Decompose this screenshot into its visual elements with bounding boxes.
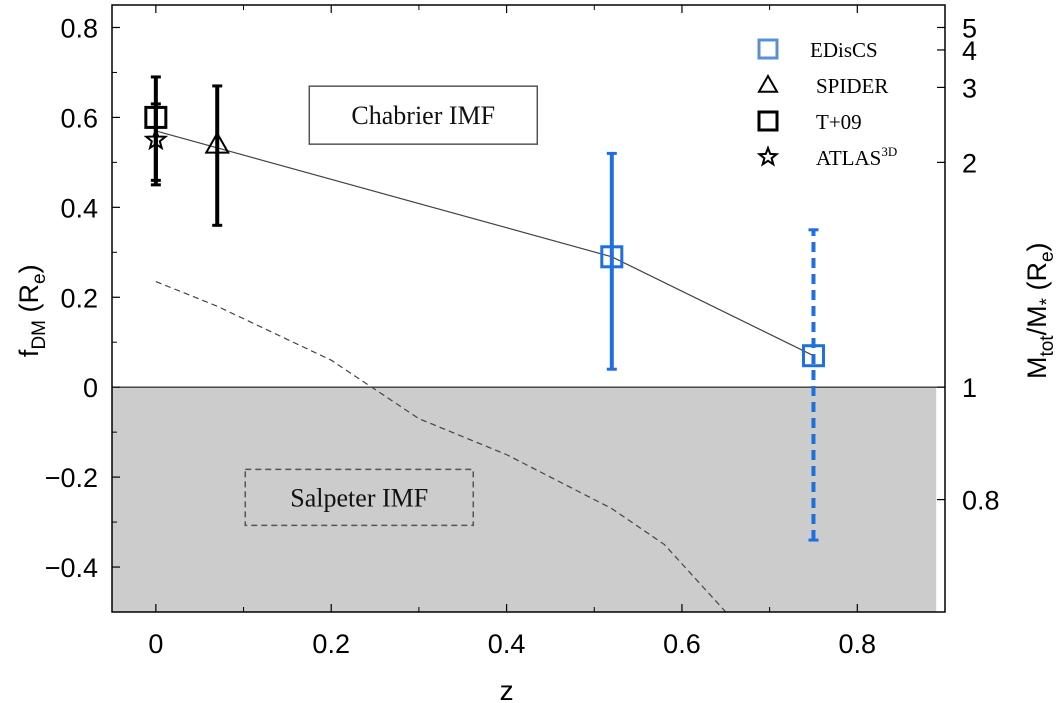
- y2-tick-label: 4: [962, 36, 977, 66]
- y2-axis-label: Mtot/M* (Re): [1022, 242, 1057, 379]
- point-ediscs-0: [600, 245, 624, 269]
- y-axis-label: fDM (Re): [14, 264, 50, 357]
- legend-label-atlas: ATLAS3D: [816, 144, 897, 170]
- legend-label-spider: SPIDER: [816, 74, 888, 98]
- legend-marker-atlas: [756, 145, 780, 167]
- legend-label-t-09: T+09: [816, 110, 862, 134]
- y-axis-label-suffix-sub: e: [29, 273, 50, 284]
- chabrier-imf-box: [308, 85, 539, 145]
- y-tick-label: 0.6: [60, 103, 98, 133]
- y-tick-label: 0.8: [60, 13, 98, 43]
- chabrier-model-line: [155, 130, 814, 357]
- salpeter-imf-label: Salpeter IMF: [290, 483, 428, 512]
- y2-axis-label-close: ): [1022, 242, 1052, 251]
- salpeter-model-line: [155, 280, 727, 613]
- x-axis-label: z: [500, 675, 514, 703]
- y2-tick-label: 5: [962, 13, 977, 43]
- y-axis-label-close: ): [14, 264, 44, 273]
- salpeter-imf-box: [244, 468, 475, 527]
- point-atlas-0: [143, 127, 169, 151]
- y2-axis-label-mid: /M: [1022, 305, 1052, 335]
- point-ediscs-1: [801, 344, 825, 368]
- y-tick-label: −0.4: [45, 553, 98, 583]
- y-tick-label: 0.2: [60, 283, 98, 313]
- x-tick-label: 0.6: [663, 629, 701, 659]
- y-axis-label-main: f: [14, 349, 44, 357]
- x-tick-label: 0.2: [312, 629, 350, 659]
- y2-tick-label: 1: [962, 373, 977, 403]
- plot-frame: [111, 4, 946, 613]
- y2-axis-label-suffix-sub: e: [1037, 251, 1057, 262]
- x-tick-label: 0: [148, 629, 163, 659]
- salpeter-shaded-region: [112, 387, 937, 612]
- y2-tick-label: 0.8: [962, 486, 1000, 516]
- y2-axis-label-suffix: (R: [1022, 262, 1052, 298]
- y-tick-label: 0.4: [60, 193, 98, 223]
- y2-tick-label: 3: [962, 73, 977, 103]
- legend-marker-spider: [757, 73, 779, 93]
- y2-axis-label-sub1: tot: [1037, 335, 1057, 357]
- y-axis-label-suffix: (R: [14, 284, 44, 320]
- x-tick-label: 0.4: [488, 629, 526, 659]
- legend-marker-ediscs: [757, 38, 779, 60]
- point-spider-0: [204, 131, 230, 154]
- y-tick-label: 0: [83, 373, 98, 403]
- legend-label-sup: 3D: [881, 144, 897, 159]
- y2-tick-label: 2: [962, 148, 977, 178]
- chabrier-imf-label: Chabrier IMF: [351, 101, 495, 130]
- legend-label-ediscs: EDisCS: [810, 38, 878, 62]
- y2-axis-label-sub2: *: [1037, 297, 1057, 305]
- y-axis-label-sub: DM: [29, 320, 50, 350]
- legend-marker-t-09: [757, 110, 779, 132]
- x-tick-label: 0.8: [839, 629, 877, 659]
- y-tick-label: −0.2: [45, 463, 98, 493]
- y2-axis-label-main: M: [1022, 357, 1052, 380]
